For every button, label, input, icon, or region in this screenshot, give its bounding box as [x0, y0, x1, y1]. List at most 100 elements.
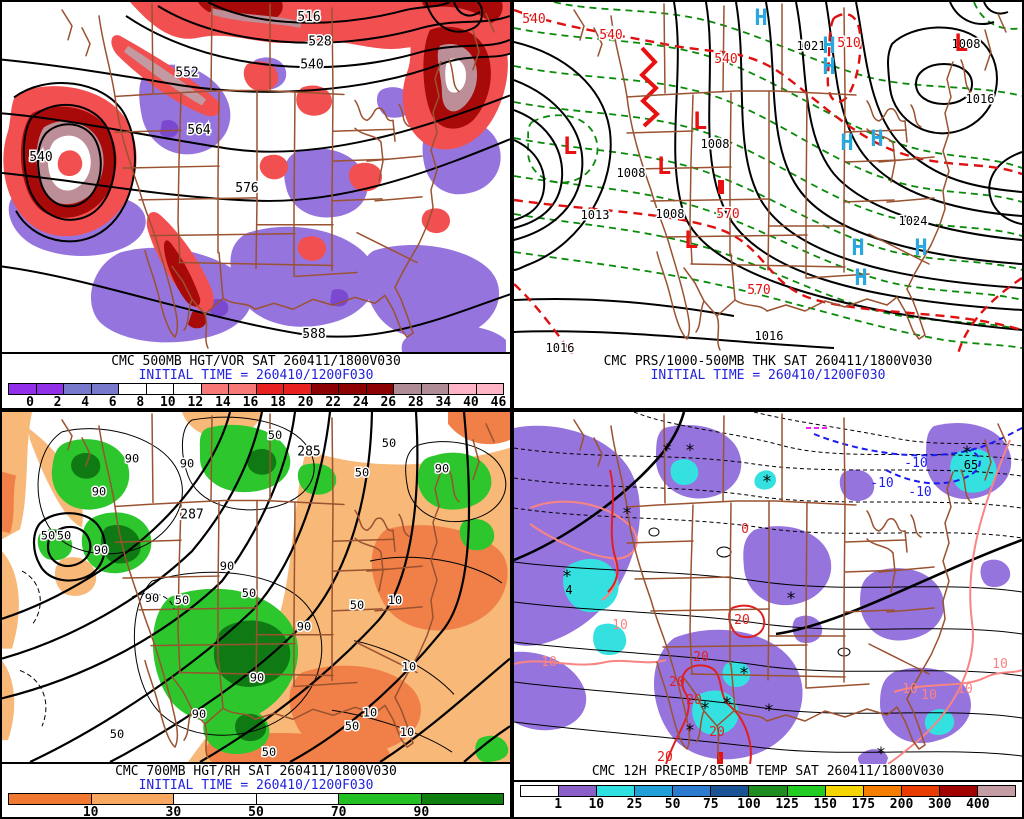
colorbar-tick-label: 125	[775, 797, 799, 812]
colorbar-tick-label: 400	[966, 797, 990, 812]
map-value-label: 570	[716, 207, 739, 222]
low-symbol: L	[563, 132, 577, 160]
panel4-title: CMC 12H PRECIP/850MB TEMP SAT 260411/180…	[591, 764, 945, 779]
colorbar-segment	[559, 786, 598, 796]
colorbar-tick-label: 90	[413, 805, 430, 819]
colorbar-segment	[339, 384, 367, 394]
map-value-label: 10	[612, 618, 628, 633]
colorbar-precip: 1 10 25 50 75 100 125 150 175 200 300 400	[520, 785, 1016, 812]
temp-contours-thick-black	[514, 412, 1022, 636]
map-value-label: 20	[669, 675, 685, 690]
colorbar-segment	[119, 384, 147, 394]
map-value-label: 1008	[701, 137, 730, 151]
thickness-contours-red-dashed	[514, 8, 1022, 354]
high-symbol: H	[822, 55, 835, 80]
map-700mb-hgt-rh: 287 285 90 90 90 90 90 90 90 90 90 90 50 50 50 50 50 50 50…	[2, 412, 510, 764]
map-value-label: 20	[657, 750, 673, 764]
colorbar-tick-label: 24	[352, 395, 369, 410]
map-value-label: 540	[300, 58, 323, 73]
colorbar-segment	[394, 384, 422, 394]
colorbar-bar	[520, 785, 1016, 797]
map-prs-thickness: 540 540 540 510 570 570 1021 1008 1016 1013 1008 10…	[514, 2, 1022, 354]
map-value-label: 10	[388, 593, 402, 607]
precip-max-marker: *	[876, 744, 886, 764]
colorbar-tick-label: 22	[325, 395, 341, 410]
colorbar-segment	[939, 786, 978, 796]
colorbar-tick-label: 16	[242, 395, 259, 410]
map-value-label: 10	[921, 688, 937, 703]
map-value-label: 1008	[952, 37, 981, 51]
low-symbol: L	[954, 29, 968, 57]
high-symbol: H	[851, 236, 864, 261]
map-value-label: 50	[110, 727, 124, 741]
colorbar-segment	[449, 384, 477, 394]
map-value-label: 90	[435, 462, 449, 476]
map-value-label: -10	[904, 456, 927, 471]
colorbar-segment	[201, 384, 229, 394]
colorbar-tick-label: 175	[851, 797, 876, 812]
panel-precip-850mb-temp: * * * * * * * * * * * * * 4 65 -10 -10 -10 0 20 20 20 20 20 20 10…	[512, 410, 1024, 819]
colorbar-segment	[174, 384, 202, 394]
panel1-initial-time: INITIAL TIME = 260410/1200F030	[138, 368, 374, 383]
colorbar-segment	[476, 384, 503, 394]
precip-max-marker: *	[562, 567, 572, 587]
colorbar-tick-label: 6	[108, 395, 117, 410]
colorbar-tick-label: 18	[270, 395, 286, 410]
colorbar-segment	[9, 794, 92, 804]
low-symbol: L	[657, 152, 671, 180]
colorbar-segment	[91, 384, 119, 394]
panel1-title: CMC 500MB HGT/VOR SAT 260411/1800V030	[111, 354, 401, 369]
map-value-label: 50	[355, 466, 369, 480]
precip-max-marker: *	[622, 504, 632, 524]
colorbar-vorticity: 0 2 4 6 8 10 12 14 16 18 20 22 24 26 28 34 40 46	[8, 383, 506, 410]
map-value-label: 50	[175, 593, 189, 607]
colorbar-segment	[977, 786, 1016, 796]
map-value-label: 90	[125, 452, 139, 466]
colorbar-segment	[229, 384, 257, 394]
colorbar-tick-label: 300	[927, 797, 952, 812]
map-value-label: 540	[714, 52, 737, 67]
map-value-label: 1008	[656, 207, 685, 221]
map-value-label: 20	[686, 693, 702, 708]
precip-max-marker: *	[739, 664, 749, 684]
precip-max-marker: *	[700, 699, 710, 719]
map-value-label: -10	[908, 485, 931, 500]
map-labels-precip: ** ***** ******465-10-10-10020202020202010…	[541, 441, 1008, 764]
colorbar-segment	[711, 786, 750, 796]
map-value-label: 10	[400, 725, 414, 739]
colorbar-tick-label: 14	[215, 395, 231, 410]
map-value-label: 90	[94, 543, 108, 557]
colorbar-tick-labels: 1 10 25 50 75 100 125 150 175 200 300 400	[520, 797, 1016, 812]
map-value-label: 588	[302, 327, 325, 342]
map-precip-temp: * * * * * * * * * * * * * 4 65 -10 -10 -10 0 20 20 20 20 20 20 10…	[514, 412, 1022, 764]
colorbar-segment	[421, 384, 449, 394]
map-value-label: 564	[187, 123, 211, 138]
panel-500mb-hgt-vor: 516 528 540 552 564 576 588 540 CMC 500MB HGT/V…	[0, 0, 512, 410]
map-500mb-hgt-vor: 516 528 540 552 564 576 588 540	[2, 2, 510, 354]
panel-700mb-hgt-rh: 287 285 90 90 90 90 90 90 90 90 90 90 50 50 50 50 50 50 50…	[0, 410, 512, 819]
colorbar-segment	[9, 384, 37, 394]
panel2-initial-time: INITIAL TIME = 260410/1200F030	[650, 368, 886, 383]
colorbar-tick-label: 28	[407, 395, 424, 410]
precip-max-marker: *	[722, 694, 732, 714]
map-labels-prs-thk: 540 540 540 510 570 570 1021 1008 1016 1013 1008 10…	[521, 6, 996, 354]
precip-max-marker: *	[762, 472, 772, 492]
colorbar-segment	[36, 384, 64, 394]
precip-max-marker: *	[786, 589, 796, 609]
colorbar-tick-label: 10	[159, 395, 176, 410]
map-svg-500mb: 516 528 540 552 564 576 588 540	[2, 2, 510, 352]
map-value-label: 90	[192, 707, 206, 721]
high-symbol: H	[854, 266, 867, 291]
colorbar-segment	[421, 794, 503, 804]
colorbar-tick-label: 1	[554, 797, 563, 812]
colorbar-relative-humidity: 10 30 50 70 90	[8, 793, 504, 819]
colorbar-segment	[174, 794, 257, 804]
map-value-label: 10	[363, 705, 377, 719]
map-value-label: 90	[220, 559, 234, 573]
colorbar-tick-label: 8	[136, 395, 145, 410]
panel-prs-thickness: 540 540 540 510 570 570 1021 1008 1016 1013 1008 10…	[512, 0, 1024, 410]
colorbar-segment	[597, 786, 636, 796]
panel2-title: CMC PRS/1000-500MB THK SAT 260411/1800V0…	[603, 354, 933, 369]
colorbar-tick-label: 75	[702, 797, 719, 812]
